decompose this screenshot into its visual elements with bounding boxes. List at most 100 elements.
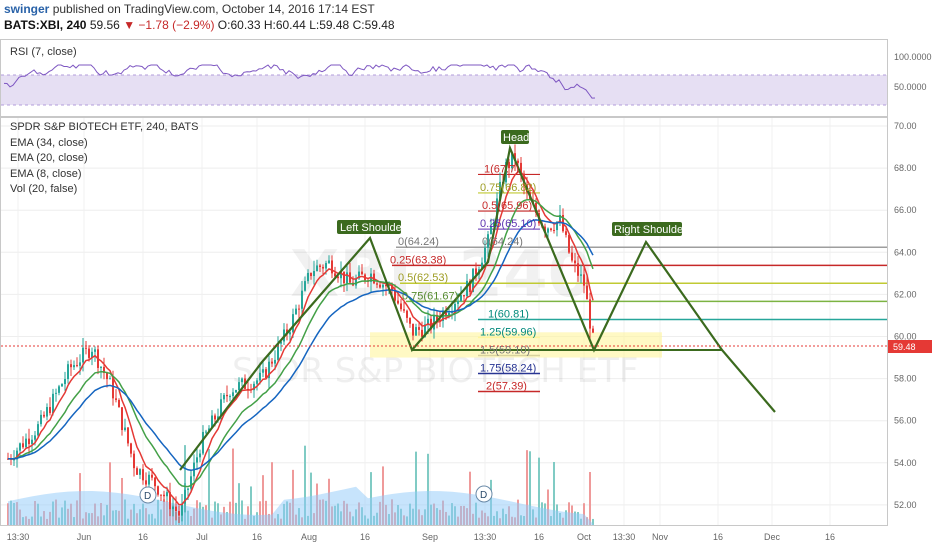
fib-label: 2(57.39): [486, 380, 527, 392]
candle-body: [82, 347, 84, 363]
candle-body: [100, 366, 102, 368]
time-tick-label: 13:30: [7, 532, 30, 542]
fib-label: 0.25(65.10): [480, 218, 536, 230]
candle-body: [427, 318, 429, 325]
head-shoulders-pattern[interactable]: [179, 144, 776, 471]
last-price-tag: 59.48: [888, 340, 932, 353]
price-tick-label: 64.00: [894, 247, 917, 257]
dividend-marker-1-label: D: [144, 491, 151, 502]
fib-label: 0.25(63.38): [390, 254, 446, 266]
candle-body: [409, 317, 411, 324]
candle-body: [37, 424, 39, 436]
candle-body: [76, 365, 78, 367]
legend-ema8[interactable]: EMA (8, close): [10, 167, 82, 180]
volume-bar: [232, 448, 234, 525]
legend-symbol[interactable]: SPDR S&P BIOTECH ETF, 240, BATS: [10, 121, 199, 133]
candle-body: [430, 318, 432, 330]
candle-body: [439, 320, 441, 322]
candle-body: [556, 221, 558, 231]
rsi-axis[interactable]: 100.0000 50.0000: [894, 52, 932, 92]
quote-line: BATS:XBI, 240 59.56 ▼ −1.78 (−2.9%) O:60…: [4, 18, 395, 32]
candle-body: [313, 271, 315, 277]
candle-body: [343, 271, 345, 284]
fib-label: 1(67.7): [484, 163, 519, 175]
volume-bar: [250, 486, 252, 525]
volume-bar: [292, 469, 294, 525]
candle-body: [154, 477, 156, 487]
candle-body: [322, 266, 324, 269]
candle-body: [163, 494, 165, 497]
candle-body: [214, 415, 216, 420]
volume-bar: [589, 471, 591, 525]
dividend-marker-1[interactable]: D: [139, 486, 157, 504]
head-tag[interactable]: Head: [501, 130, 529, 144]
candle-body: [127, 427, 129, 444]
volume-average-area: [8, 486, 594, 525]
candle-body: [181, 503, 183, 516]
candle-body: [403, 309, 405, 311]
volume-bar: [547, 489, 549, 525]
right-shoulder-tag[interactable]: Right Shoulder: [612, 222, 687, 236]
candle-body: [469, 280, 471, 292]
candle-body: [361, 271, 363, 275]
price-tick-label: 54.00: [894, 458, 917, 468]
candle-body: [175, 506, 177, 512]
candle-body: [277, 343, 279, 360]
candle-body: [13, 459, 15, 461]
candle-body: [508, 162, 510, 169]
legend-ema34[interactable]: EMA (34, close): [10, 136, 88, 149]
volume-bar: [262, 475, 264, 525]
volume-bar: [538, 457, 540, 525]
candle-body: [517, 160, 519, 163]
candle-body: [115, 398, 117, 400]
candle-body: [289, 332, 291, 335]
time-tick-label: Jul: [196, 532, 208, 542]
time-tick-label: 13:30: [613, 532, 636, 542]
rsi-legend[interactable]: RSI (7, close): [10, 46, 77, 58]
candle-body: [487, 234, 489, 248]
legend-ema20[interactable]: EMA (20, close): [10, 152, 88, 165]
ema20-line[interactable]: [7, 198, 594, 488]
head-label: Head: [503, 132, 529, 144]
volume-bar: [427, 453, 429, 525]
candle-body: [421, 329, 423, 337]
main-legend: SPDR S&P BIOTECH ETF, 240, BATS EMA (34,…: [10, 120, 198, 198]
dividend-marker-2[interactable]: D: [475, 485, 493, 503]
candle-body: [34, 435, 36, 440]
candle-body: [412, 323, 414, 336]
ema34-line[interactable]: [8, 219, 594, 472]
username-link[interactable]: swinger: [4, 2, 50, 16]
price-axis[interactable]: 70.00 68.00 66.00 64.00 62.00 60.00 58.00 56.00…: [894, 121, 917, 510]
candle-body: [19, 443, 21, 451]
price-tick-label: 66.00: [894, 205, 917, 215]
volume-bar: [553, 461, 555, 525]
candle-body: [547, 228, 549, 233]
left-shoulder-tag[interactable]: Left Shoulder: [337, 220, 406, 234]
candle-body: [88, 348, 90, 358]
candle-body: [571, 252, 573, 261]
candle-body: [325, 263, 327, 269]
candle-body: [376, 283, 378, 285]
time-tick-label: Sep: [422, 532, 438, 542]
time-tick-label: 16: [534, 532, 544, 542]
candle-body: [133, 453, 135, 469]
candle-body: [61, 384, 63, 387]
candle-body: [490, 225, 492, 235]
candle-body: [514, 153, 516, 161]
time-axis[interactable]: 13:30 Jun 16 Jul 16 Aug 16 Sep 13:30 16 Oct 13:30 No…: [7, 532, 835, 542]
symbol-label[interactable]: BATS:XBI, 240: [4, 18, 87, 32]
legend-volume[interactable]: Vol (20, false): [10, 183, 78, 196]
candle-body: [268, 361, 270, 379]
candle-body: [565, 231, 567, 235]
rsi-polyline: [3, 64, 596, 99]
candle-body: [70, 364, 72, 368]
rsi-line: [3, 64, 596, 99]
fib-label: 0.75(66.82): [480, 182, 536, 194]
candle-body: [157, 486, 159, 495]
candle-body: [253, 383, 255, 391]
candle-body: [136, 468, 138, 475]
candle-body: [172, 506, 174, 510]
candle-body: [229, 396, 231, 398]
candle-body: [199, 453, 201, 458]
